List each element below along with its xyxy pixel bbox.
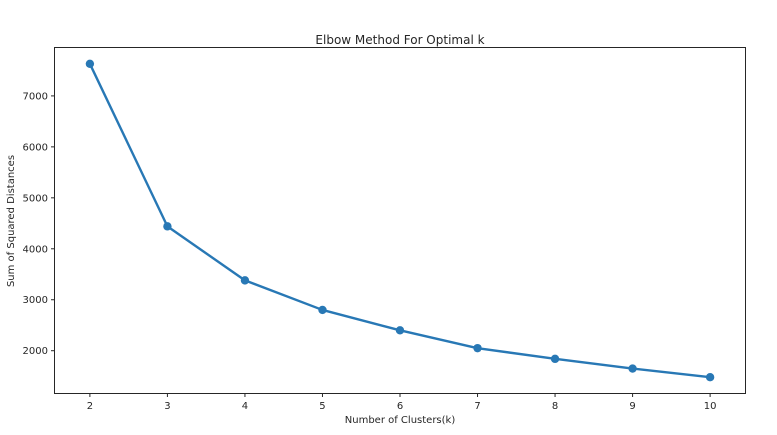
x-axis-label: Number of Clusters(k)	[345, 415, 456, 426]
y-tick-label: 6000	[23, 142, 48, 153]
y-tick-label: 4000	[23, 244, 48, 255]
data-point	[318, 305, 327, 315]
x-tick-label: 6	[397, 401, 403, 412]
y-tick-label: 3000	[23, 295, 48, 306]
x-tick-label: 5	[319, 401, 325, 412]
data-point	[85, 59, 95, 68]
chart-title: Elbow Method For Optimal k	[315, 33, 484, 47]
data-point	[395, 326, 405, 335]
x-tick-label: 4	[242, 401, 248, 412]
data-point	[163, 222, 172, 231]
plot-frame	[54, 47, 746, 394]
data-point	[473, 343, 482, 353]
y-tick-label: 5000	[23, 193, 48, 204]
y-axis-label: Sum of Squared Distances	[6, 155, 17, 287]
y-tick-label: 2000	[23, 346, 48, 357]
data-point	[705, 373, 715, 382]
data-points	[85, 59, 715, 382]
x-tick-label: 3	[164, 401, 170, 412]
data-point	[628, 364, 637, 373]
data-point	[240, 276, 250, 285]
y-tick-label: 7000	[23, 91, 48, 102]
x-tick-label: 2	[87, 401, 93, 412]
x-axis-ticks: 2 3 4 5 6 7 8 9 10	[87, 393, 717, 412]
x-tick-label: 7	[474, 401, 480, 412]
data-point	[550, 354, 560, 364]
x-tick-label: 10	[704, 401, 717, 412]
x-tick-label: 8	[552, 401, 558, 412]
x-tick-label: 9	[629, 401, 635, 412]
